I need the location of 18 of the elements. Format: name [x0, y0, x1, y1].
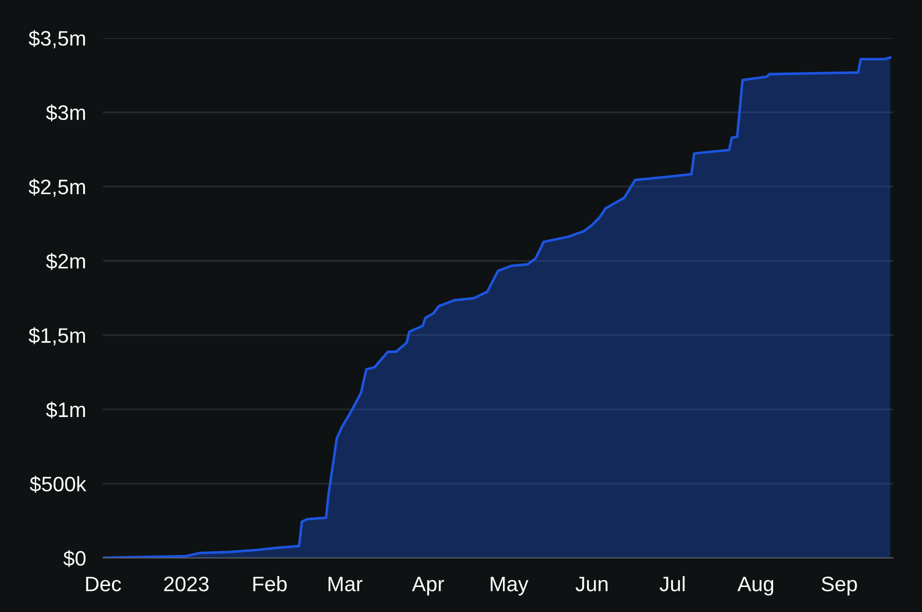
x-tick-label: 2023	[164, 576, 209, 592]
x-tick-label: Apr	[412, 576, 444, 596]
y-tick-label: $3m	[46, 104, 85, 122]
x-tick-label: May	[490, 576, 528, 596]
x-tick-label: Feb	[253, 576, 287, 592]
x-tick-label: Aug	[737, 576, 774, 596]
x-tick-label: Sep	[822, 576, 857, 596]
y-tick-label: $2,5m	[28, 178, 85, 197]
y-tick-label: $3,5m	[28, 30, 85, 48]
y-tick-label: $0	[63, 550, 86, 567]
y-tick-label: $1,5m	[28, 327, 85, 346]
y-tick-label: $500k	[30, 476, 86, 493]
x-tick-label: Mar	[328, 576, 362, 592]
x-tick-label: Jun	[576, 576, 608, 592]
x-tick-label: Dec	[86, 576, 121, 592]
y-tick-label: $1m	[46, 402, 85, 418]
y-tick-label: $2m	[46, 252, 85, 270]
x-tick-label: Jul	[660, 576, 685, 592]
